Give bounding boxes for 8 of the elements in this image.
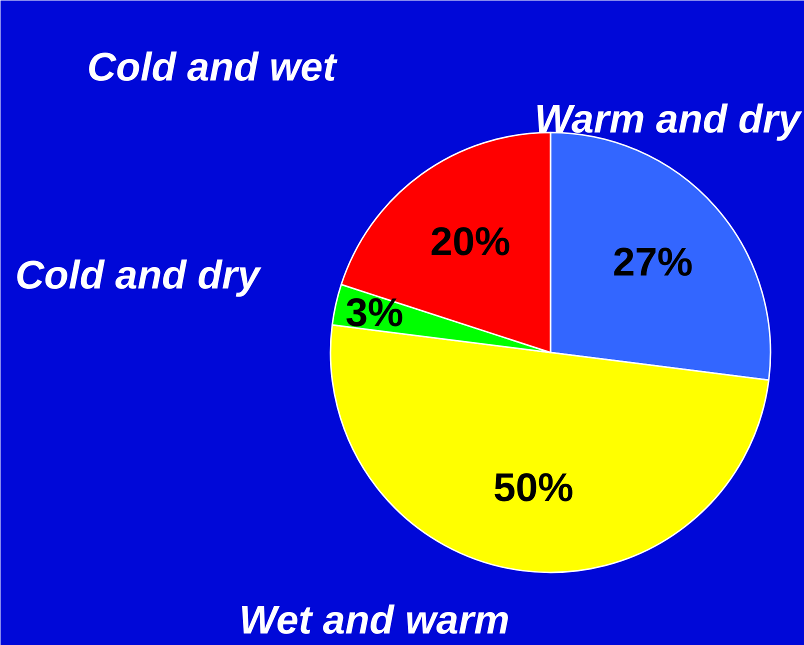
data-label: 3%	[346, 291, 404, 336]
slice-label: Warm and dry	[534, 98, 802, 142]
data-label: 20%	[430, 220, 510, 264]
data-label: 50%	[493, 466, 574, 510]
data-label: 27%	[612, 240, 693, 284]
slice-label: Cold and wet	[87, 46, 338, 90]
slice-label: Wet and warm	[239, 598, 510, 642]
slice-label: Cold and dry	[15, 254, 262, 298]
